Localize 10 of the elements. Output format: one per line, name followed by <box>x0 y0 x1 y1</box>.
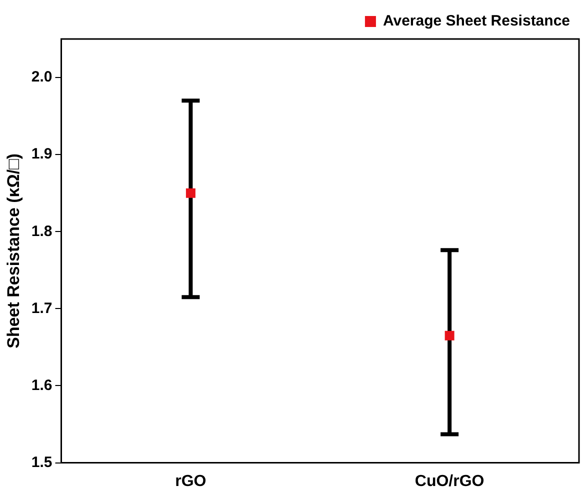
legend-label: Average Sheet Resistance <box>382 12 570 30</box>
y-tick-label: 1.8 <box>31 222 52 240</box>
y-axis-title: Sheet Resistance (κΩ/□) <box>4 153 23 348</box>
y-tick-label: 1.5 <box>31 454 52 471</box>
y-tick-label: 1.7 <box>31 300 52 317</box>
x-tick-label: CuO/rGO <box>414 472 484 490</box>
x-tick-label: rGO <box>175 472 206 490</box>
y-tick-label: 1.9 <box>31 146 52 163</box>
y-tick-label: 1.6 <box>31 376 52 394</box>
y-tick-label: 2.0 <box>31 68 52 86</box>
